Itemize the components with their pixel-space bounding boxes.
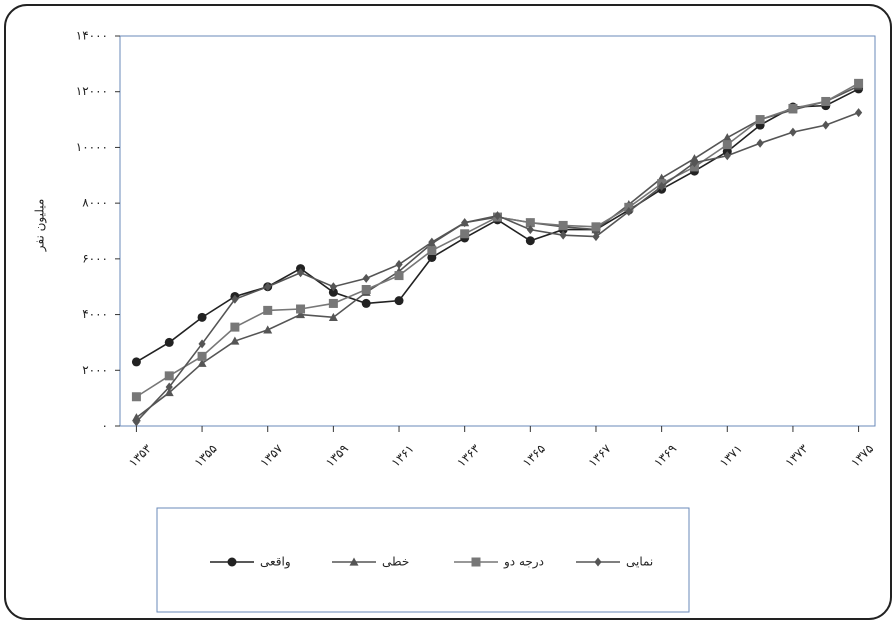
marker [756, 115, 765, 124]
page-frame [5, 5, 891, 619]
page: میلیون نفر ۰ ۲۰۰۰ ۴۰۰۰ ۶۰۰۰ ۸۰۰۰ ۱۰۰۰۰ ۱۲۰۰۰ ۱۴… [0, 0, 896, 624]
marker [362, 285, 371, 294]
marker [132, 392, 141, 401]
y-tick-label: ۱۴۰۰۰ [76, 29, 108, 43]
marker [296, 305, 305, 314]
marker [230, 323, 239, 332]
marker [788, 104, 797, 113]
y-axis-label: میلیون نفر [33, 199, 48, 253]
marker [723, 140, 732, 149]
marker [362, 299, 371, 308]
y-tick-label: ۰ [102, 419, 108, 433]
legend-marker [228, 558, 237, 567]
legend-label: واقعی [260, 555, 291, 570]
chart: میلیون نفر ۰ ۲۰۰۰ ۴۰۰۰ ۶۰۰۰ ۸۰۰۰ ۱۰۰۰۰ ۱۲۰۰۰ ۱۴… [0, 0, 896, 624]
y-tick-label: ۴۰۰۰ [82, 307, 108, 321]
marker [132, 357, 141, 366]
y-tick-label: ۶۰۰۰ [82, 251, 108, 265]
y-tick-label: ۲۰۰۰ [82, 363, 108, 377]
legend-label: درجه دو [503, 555, 544, 570]
y-tick-label: ۱۲۰۰۰ [76, 84, 108, 98]
marker [198, 352, 207, 361]
marker [591, 222, 600, 231]
marker [395, 271, 404, 280]
legend-label: خطی [382, 555, 409, 569]
marker [263, 306, 272, 315]
legend-marker [472, 558, 481, 567]
marker [427, 246, 436, 255]
marker [559, 221, 568, 230]
marker [198, 313, 207, 322]
marker [821, 97, 830, 106]
marker [395, 296, 404, 305]
marker [165, 338, 174, 347]
marker [460, 229, 469, 238]
y-tick-label: ۱۰۰۰۰ [76, 140, 108, 154]
marker [854, 79, 863, 88]
marker [329, 299, 338, 308]
legend-label: نمایی [626, 555, 653, 569]
marker [526, 236, 535, 245]
y-tick-label: ۸۰۰۰ [82, 196, 108, 210]
marker [165, 371, 174, 380]
